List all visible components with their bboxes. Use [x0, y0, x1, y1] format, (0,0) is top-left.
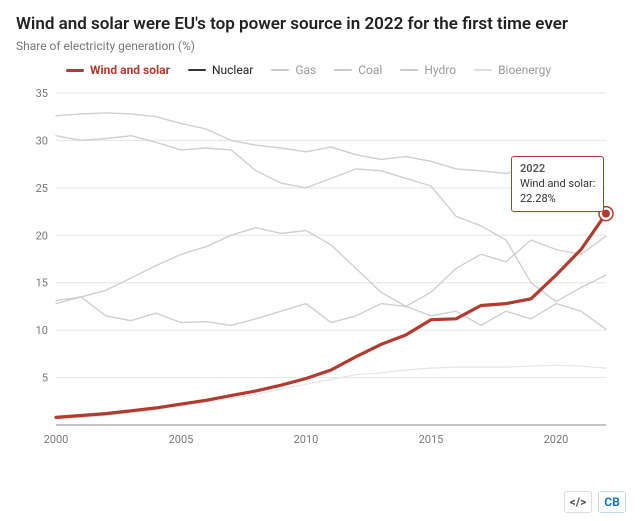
- legend-item[interactable]: Bioenergy: [474, 63, 551, 77]
- legend-swatch: [474, 69, 492, 71]
- legend-label: Coal: [358, 63, 382, 77]
- y-tick-label: 5: [42, 372, 48, 385]
- x-tick-label: 2010: [294, 433, 319, 446]
- x-tick-label: 2005: [169, 433, 194, 446]
- legend-label: Nuclear: [212, 63, 253, 77]
- x-tick-label: 2015: [419, 433, 444, 446]
- legend-label: Gas: [295, 63, 316, 77]
- brand-button[interactable]: CB: [598, 491, 626, 513]
- chart-subtitle: Share of electricity generation (%): [16, 39, 624, 53]
- legend-item[interactable]: Gas: [271, 63, 316, 77]
- embed-button[interactable]: </>: [564, 491, 592, 513]
- legend-item[interactable]: Coal: [334, 63, 382, 77]
- y-tick-label: 20: [36, 230, 48, 243]
- legend-item[interactable]: Nuclear: [188, 63, 253, 77]
- code-icon: </>: [570, 495, 587, 509]
- line-chart-svg: 5 10 15 20 25 30 35 2000 2005 2010 2015 2020: [16, 83, 624, 453]
- tooltip-pointer: [588, 190, 604, 208]
- series-line: [56, 113, 606, 217]
- series-line: [56, 136, 606, 302]
- legend-swatch: [188, 69, 206, 71]
- brand-label: CB: [604, 495, 620, 509]
- y-tick-label: 25: [36, 182, 48, 195]
- x-tick-label: 2020: [544, 433, 569, 446]
- chart-container: Wind and solar were EU's top power sourc…: [0, 0, 640, 521]
- y-tick-label: 35: [36, 87, 48, 100]
- chart-plot-area: 510152025303520002005201020152020 2022 W…: [16, 83, 624, 453]
- legend-label: Hydro: [424, 63, 456, 77]
- legend-item[interactable]: Wind and solar: [66, 63, 170, 77]
- highlight-dot: [602, 210, 610, 218]
- series-line: [56, 228, 606, 307]
- legend-swatch: [400, 69, 418, 71]
- chart-title: Wind and solar were EU's top power sourc…: [16, 14, 624, 35]
- y-tick-label: 15: [36, 277, 48, 290]
- legend-label: Wind and solar: [90, 63, 170, 77]
- legend-swatch: [334, 69, 352, 71]
- legend-label: Bioenergy: [498, 63, 551, 77]
- legend: Wind and solar Nuclear Gas Coal Hydro Bioener…: [16, 63, 624, 77]
- legend-swatch: [271, 69, 289, 71]
- y-tick-label: 30: [36, 135, 48, 148]
- y-tick-label: 10: [36, 324, 48, 337]
- x-tick-label: 2000: [44, 433, 69, 446]
- legend-swatch: [66, 69, 84, 72]
- legend-item[interactable]: Hydro: [400, 63, 456, 77]
- footer-buttons: </> CB: [564, 491, 626, 513]
